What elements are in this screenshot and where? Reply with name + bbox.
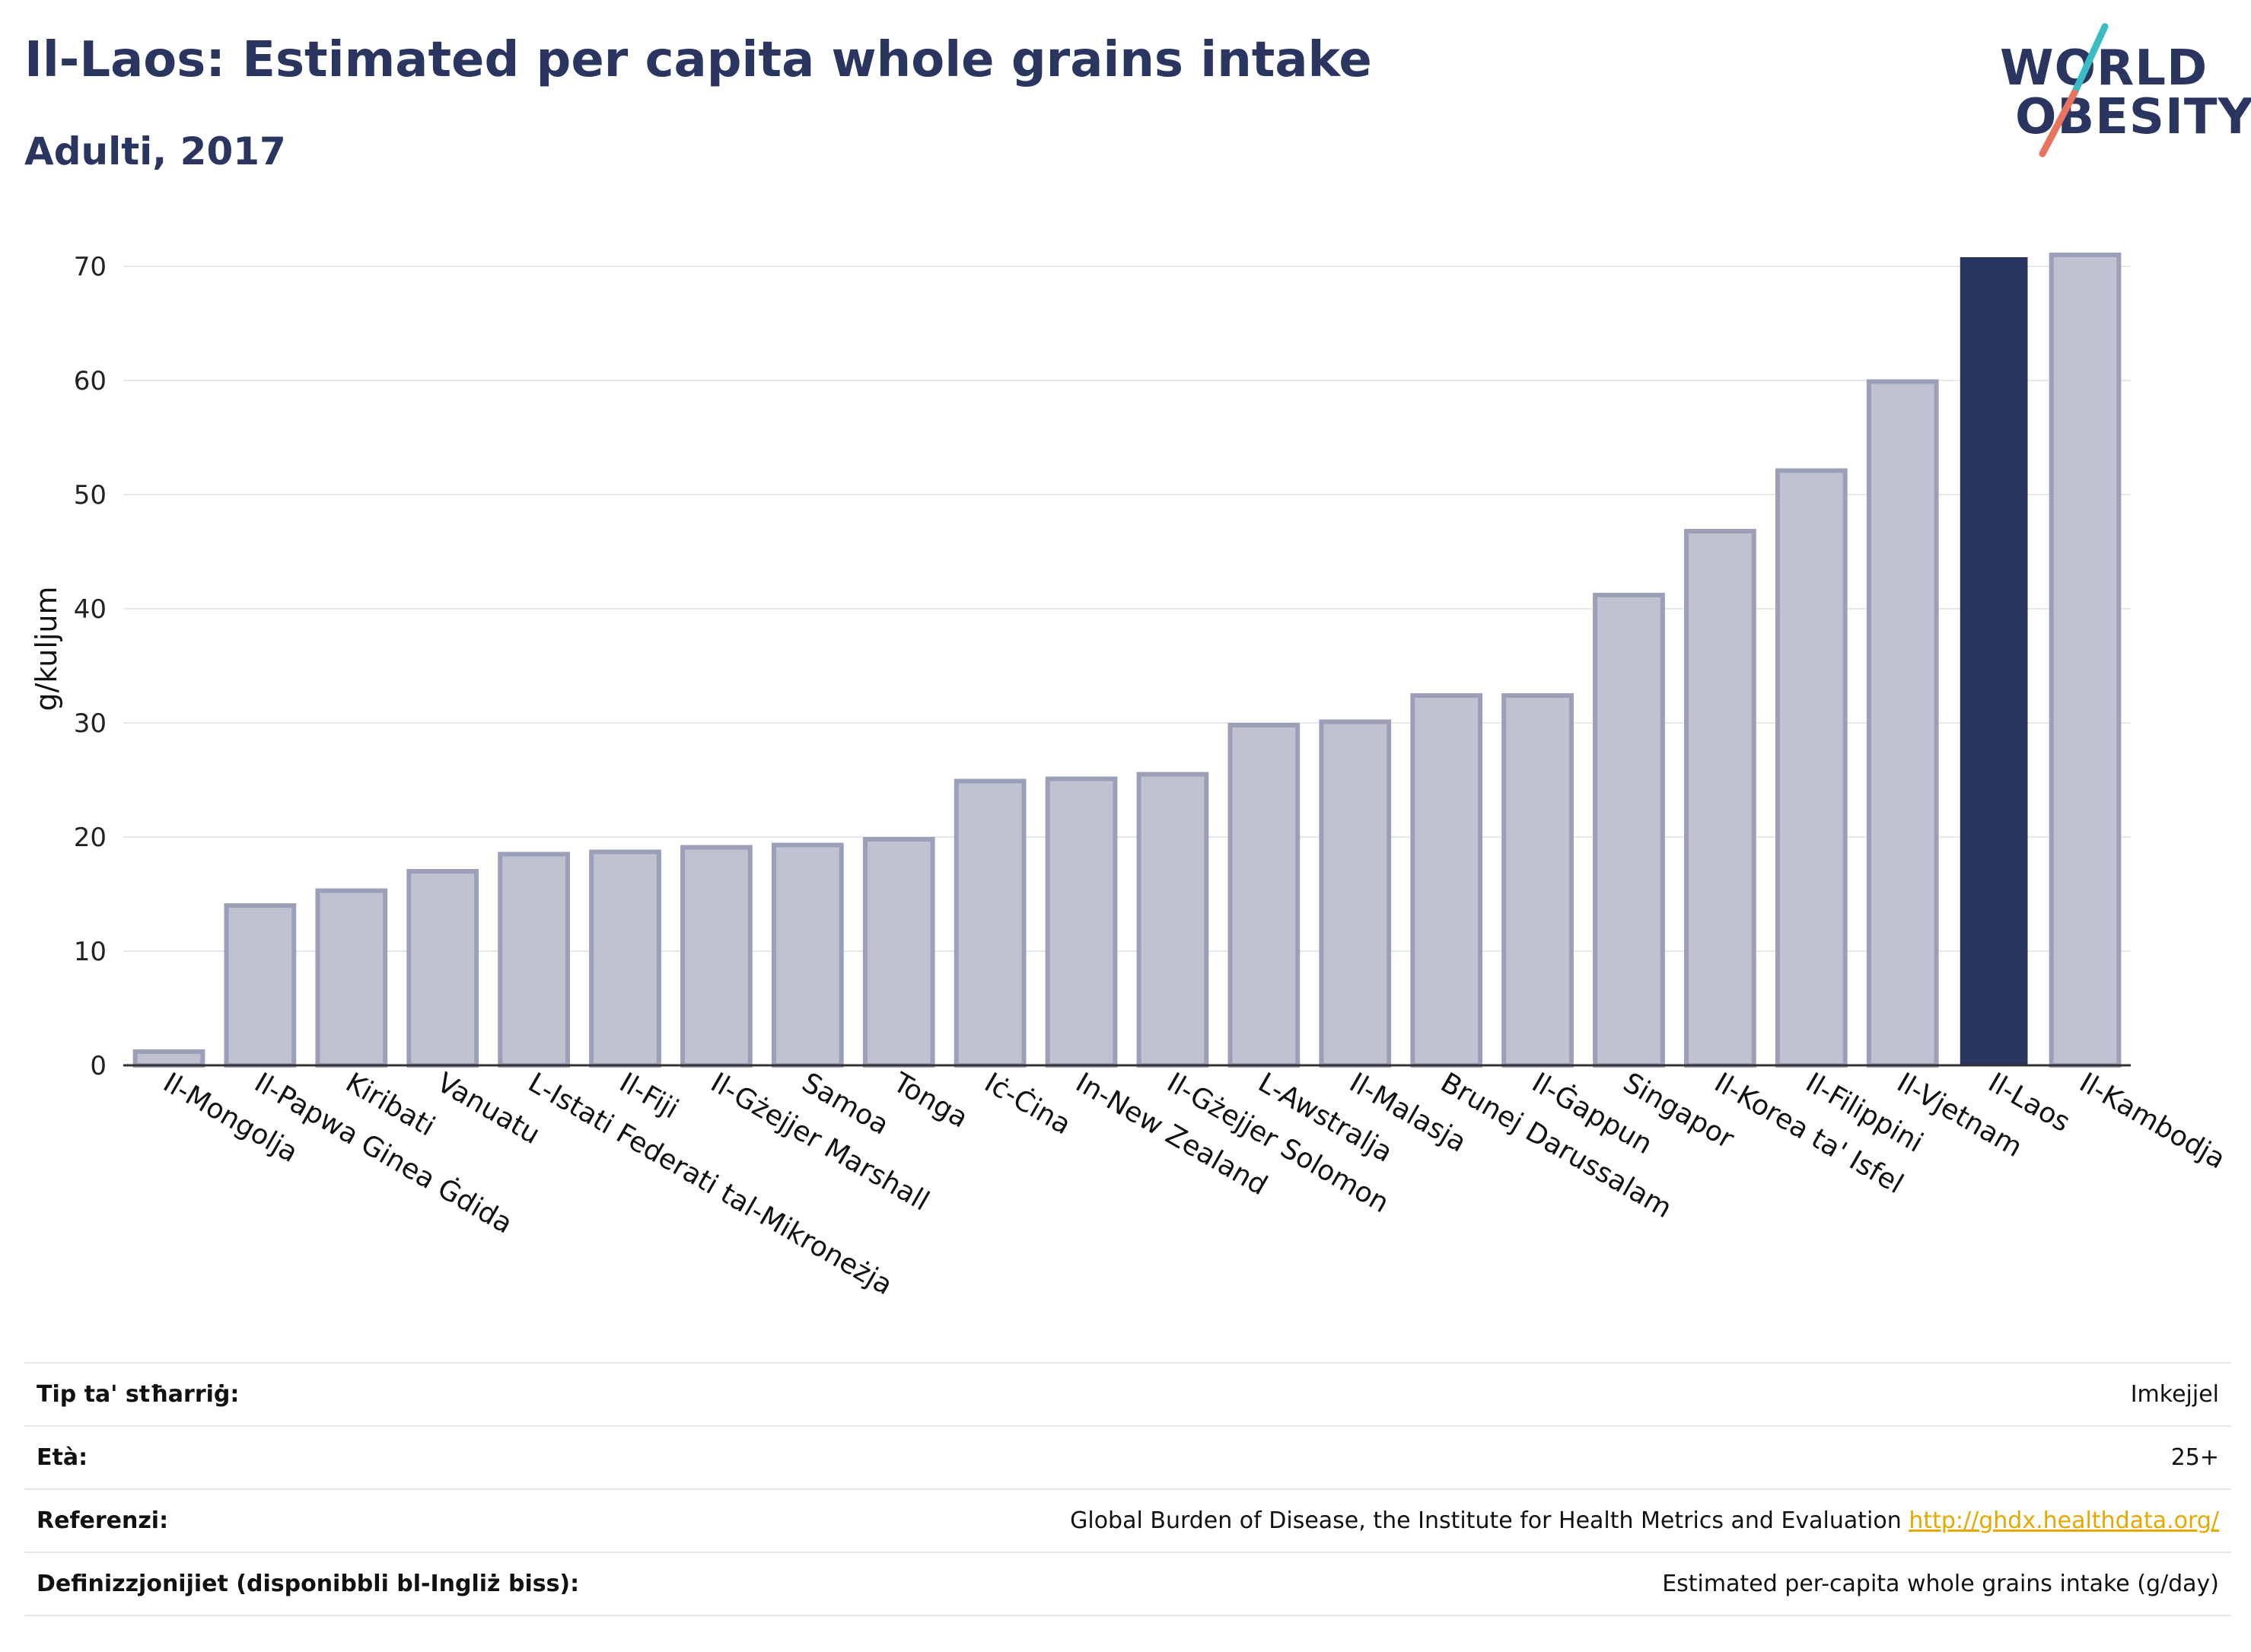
- y-tick-label: 50: [74, 480, 107, 511]
- info-row-definitions: Definizzjonijiet (disponibbli bl-Ingliż …: [24, 1552, 2231, 1615]
- info-value: Global Burden of Disease, the Institute …: [738, 1489, 2231, 1552]
- bar: [406, 869, 479, 1068]
- bar: [1319, 719, 1392, 1068]
- bar: [1866, 379, 1939, 1068]
- page-subtitle: Adulti, 2017: [24, 129, 286, 173]
- info-key: Definizzjonijiet (disponibbli bl-Ingliż …: [37, 1571, 580, 1597]
- y-axis-title: g/kuljum: [30, 586, 63, 711]
- logo-slash-bottom: [2039, 89, 2078, 158]
- bar: [224, 903, 297, 1068]
- x-tick-label: Iċ-Ċina: [979, 1066, 1077, 1141]
- y-tick-label: 10: [74, 937, 107, 967]
- info-row-age: Età: 25+: [24, 1426, 2231, 1489]
- bar: [132, 1049, 205, 1068]
- logo-line-1: WORLD: [2000, 40, 2208, 97]
- bar: [1227, 723, 1301, 1068]
- info-table: Tip ta' stħarriġ: Imkejjel Età: 25+ Refe…: [24, 1362, 2231, 1616]
- bar: [1684, 529, 1756, 1068]
- bar: [315, 888, 388, 1068]
- bar: [680, 845, 753, 1068]
- info-row-references: Referenzi: Global Burden of Disease, the…: [24, 1489, 2231, 1552]
- y-tick-label: 30: [74, 708, 107, 739]
- x-tick-label: Il-Kambodja: [2074, 1067, 2230, 1175]
- bar: [954, 778, 1027, 1068]
- y-tick-label: 20: [74, 823, 107, 853]
- y-tick-label: 70: [74, 252, 107, 282]
- y-tick-label: 40: [74, 594, 107, 625]
- bar: [2049, 253, 2122, 1068]
- reference-text: Global Burden of Disease, the Institute …: [1070, 1507, 1902, 1534]
- bar: [589, 849, 661, 1068]
- bar: [1775, 468, 1848, 1068]
- bar-chart: 010203040506070g/kuljumIl-MongoljaIl-Pap…: [30, 252, 2230, 1301]
- y-tick-label: 60: [74, 366, 107, 396]
- info-value: 25+: [2170, 1444, 2219, 1471]
- x-tick-label: Tonga: [887, 1067, 973, 1135]
- world-obesity-logo: WORLD OBESITY: [1979, 23, 2251, 160]
- info-row-survey-type: Tip ta' stħarriġ: Imkejjel: [24, 1363, 2231, 1426]
- x-tick-label: Vanuatu: [431, 1067, 545, 1151]
- y-tick-label: 0: [90, 1051, 107, 1081]
- reference-link[interactable]: http://ghdx.healthdata.org/: [1909, 1507, 2219, 1534]
- bar: [1410, 693, 1483, 1068]
- logo-slash-icon: [2039, 23, 2109, 158]
- bar: [1136, 772, 1209, 1068]
- bar: [862, 837, 935, 1068]
- bar: [1960, 257, 2028, 1065]
- logo-slash-top: [2071, 23, 2109, 97]
- bar: [498, 851, 570, 1068]
- info-value: Estimated per-capita whole grains intake…: [1662, 1571, 2219, 1597]
- bar: [771, 842, 844, 1068]
- bar: [1593, 593, 1665, 1068]
- info-key: Età:: [37, 1444, 88, 1471]
- info-key: Referenzi:: [37, 1507, 169, 1534]
- bar: [1045, 776, 1118, 1068]
- info-key: Tip ta' stħarriġ:: [37, 1381, 240, 1408]
- info-value: Imkejjel: [2130, 1381, 2219, 1408]
- page-title: Il-Laos: Estimated per capita whole grai…: [24, 32, 1372, 88]
- bar: [1501, 693, 1574, 1068]
